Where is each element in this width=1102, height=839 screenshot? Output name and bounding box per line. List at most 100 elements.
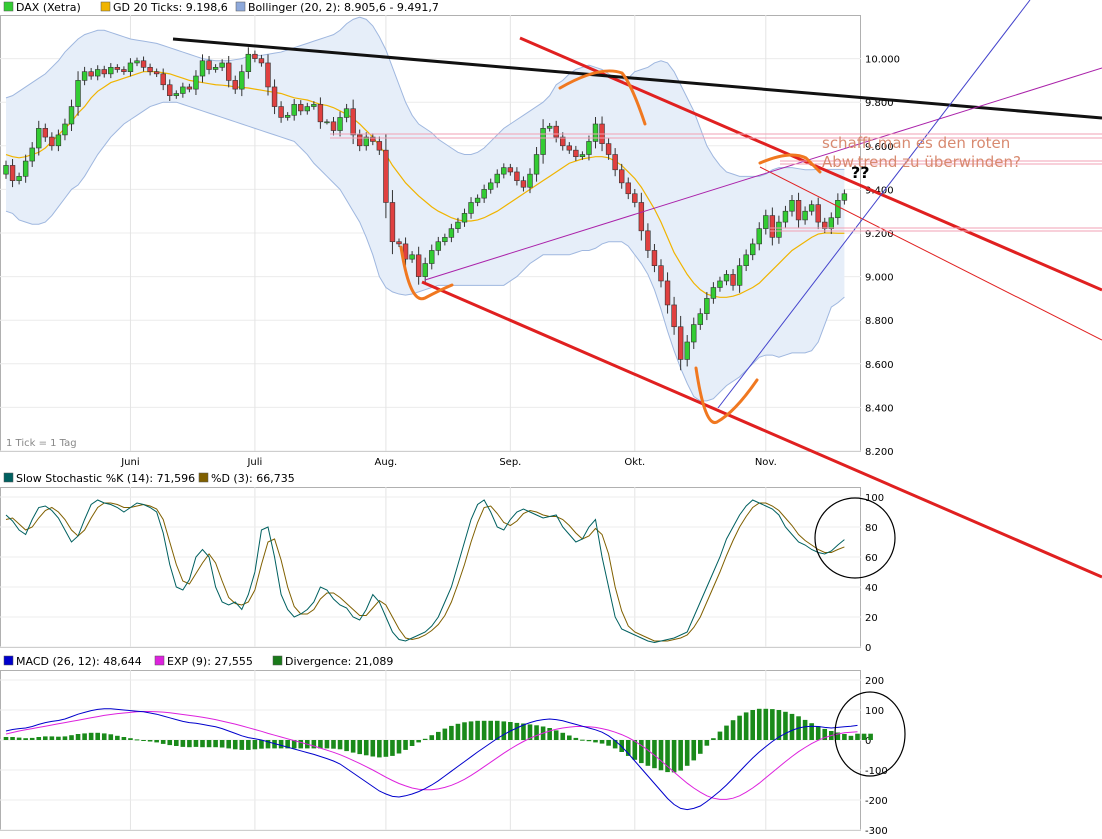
macd-divergence-bars bbox=[3, 708, 873, 773]
stochastic-y-tick-label: 60 bbox=[865, 553, 878, 564]
divergence-bar bbox=[763, 708, 769, 740]
divergence-bar bbox=[822, 728, 828, 740]
candle-body bbox=[324, 121, 330, 124]
candle-body bbox=[409, 254, 415, 260]
divergence-bar bbox=[272, 740, 277, 749]
red-lower-channel-line bbox=[421, 280, 1102, 579]
divergence-bar bbox=[534, 725, 539, 740]
candle-body bbox=[140, 60, 147, 68]
macd-y-tick-label: -200 bbox=[865, 796, 888, 807]
price-x-tick-label: Juli bbox=[246, 457, 262, 468]
divergence-bar bbox=[101, 733, 107, 740]
divergence-bar bbox=[612, 740, 618, 749]
divergence-bar bbox=[377, 740, 382, 758]
candle-body bbox=[494, 173, 500, 184]
price-y-tick-label: 8.600 bbox=[865, 360, 894, 371]
divergence-bar bbox=[3, 737, 9, 740]
candle-body bbox=[271, 86, 278, 107]
macd-y-tick-label: 100 bbox=[865, 706, 884, 717]
divergence-bar bbox=[331, 740, 336, 749]
candle-body bbox=[723, 274, 730, 282]
divergence-bar bbox=[776, 710, 782, 740]
divergence-bar bbox=[232, 740, 238, 750]
candle-body bbox=[180, 86, 186, 94]
macd-legend: MACD (26, 12): 48,644 EXP (9): 27,555 Di… bbox=[3, 655, 393, 668]
candle-body bbox=[219, 62, 225, 68]
divergence-bar bbox=[658, 740, 664, 771]
price-y-tick-label: 9.000 bbox=[865, 273, 894, 284]
candle-body bbox=[442, 237, 448, 243]
candle-body bbox=[815, 204, 821, 223]
candle-body bbox=[546, 125, 553, 129]
divergence-bar bbox=[219, 740, 225, 748]
candle-body bbox=[350, 108, 356, 136]
divergence-bar bbox=[442, 728, 448, 740]
divergence-bar bbox=[298, 740, 304, 749]
legend-label-k: Slow Stochastic %K (14): 71,596 bbox=[16, 472, 195, 485]
candle-body bbox=[671, 304, 677, 328]
divergence-bar bbox=[23, 738, 28, 740]
stochastic-panel: Slow Stochastic %K (14): 71,596 %D (3): … bbox=[0, 472, 884, 654]
candle-body bbox=[481, 189, 487, 199]
divergence-bar bbox=[639, 740, 644, 764]
candle-body bbox=[239, 71, 245, 90]
divergence-bar bbox=[684, 740, 690, 766]
candle-body bbox=[173, 93, 179, 96]
candle-body bbox=[828, 217, 835, 229]
divergence-bar bbox=[390, 740, 395, 756]
candle-body bbox=[343, 108, 350, 118]
price-y-tick-label: 9.400 bbox=[865, 185, 894, 196]
candlesticks bbox=[3, 47, 848, 371]
divergence-bar bbox=[16, 737, 22, 740]
candle-body bbox=[487, 182, 494, 190]
divergence-bar bbox=[547, 728, 552, 740]
candle-body bbox=[330, 121, 337, 131]
divergence-bar bbox=[193, 740, 199, 747]
divergence-bar bbox=[567, 735, 572, 740]
question-marks: ?? bbox=[851, 163, 870, 182]
divergence-bar bbox=[868, 733, 873, 740]
legend-label-dax: DAX (Xetra) bbox=[16, 1, 81, 14]
divergence-bar bbox=[75, 734, 81, 740]
divergence-bar bbox=[815, 726, 821, 740]
annotation-text-line-1: schafft man es den roten bbox=[822, 134, 1010, 152]
candle-body bbox=[455, 221, 461, 229]
macd-grid bbox=[0, 670, 861, 831]
divergence-bar bbox=[743, 712, 749, 740]
stochastic-plot-frame bbox=[0, 487, 861, 648]
divergence-bar bbox=[475, 720, 480, 740]
candle-body bbox=[212, 67, 219, 70]
gd20-line bbox=[5, 71, 845, 298]
candle-body bbox=[199, 60, 206, 77]
candle-body bbox=[763, 215, 769, 229]
divergence-bar bbox=[724, 725, 729, 740]
candle-body bbox=[749, 243, 756, 256]
divergence-bar bbox=[383, 740, 389, 757]
divergence-bar bbox=[455, 723, 461, 740]
candle-body bbox=[252, 53, 258, 59]
candle-body bbox=[579, 154, 586, 158]
divergence-bar bbox=[527, 724, 533, 740]
candle-body bbox=[573, 149, 579, 158]
candle-body bbox=[704, 298, 710, 314]
candle-body bbox=[625, 182, 631, 195]
divergence-bar bbox=[363, 740, 369, 756]
candle-body bbox=[153, 71, 160, 75]
candle-body bbox=[265, 62, 271, 88]
price-y-tick-label: 8.400 bbox=[865, 403, 894, 414]
divergence-bar bbox=[403, 740, 408, 750]
candle-body bbox=[756, 228, 762, 245]
divergence-bar bbox=[174, 740, 179, 746]
legend-swatch-divergence bbox=[272, 655, 283, 666]
macd-plot-frame bbox=[0, 670, 861, 831]
price-x-tick-label: Sep. bbox=[499, 457, 521, 468]
legend-swatch-d bbox=[198, 472, 209, 483]
candle-body bbox=[618, 169, 625, 184]
divergence-bar bbox=[10, 737, 15, 740]
divergence-bar bbox=[252, 740, 258, 750]
candle-body bbox=[127, 62, 134, 72]
divergence-bar bbox=[285, 740, 290, 749]
macd-y-tick-label: -300 bbox=[865, 826, 888, 837]
candle-body bbox=[95, 69, 101, 77]
